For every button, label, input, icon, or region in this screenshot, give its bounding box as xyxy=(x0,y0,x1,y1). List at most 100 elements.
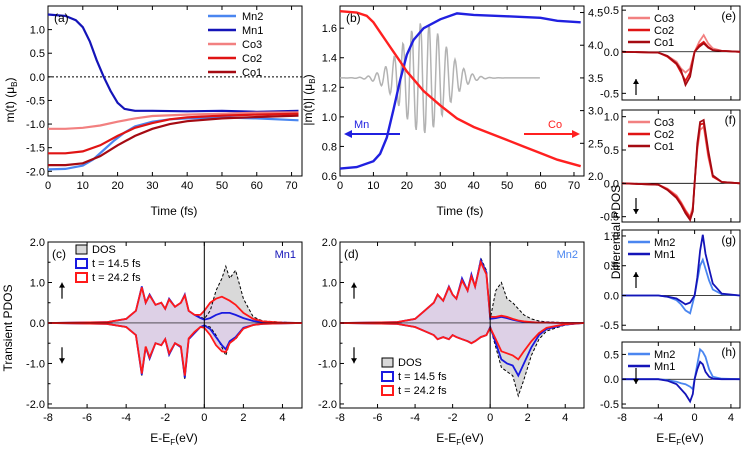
panel-c-ytick-label: 2.0 xyxy=(30,237,45,249)
panel-a-xtick-label: 40 xyxy=(181,180,193,192)
panel-d-ytick-label: -1.0 xyxy=(318,358,337,370)
legend-swatch-2 xyxy=(75,272,88,283)
panel-h-ytick-label: 0.0 xyxy=(604,374,619,386)
annotation-mn: Mn xyxy=(354,119,369,131)
panel-d-xtick-label: 2 xyxy=(525,412,531,424)
panel-b-xtick-label: 0 xyxy=(337,180,343,192)
panel-label-e: (e) xyxy=(721,9,736,23)
panel-d-xtick-label: 0 xyxy=(487,412,493,424)
panel-d-ytick-label: 1.0 xyxy=(322,277,337,289)
panel-c-frame xyxy=(47,241,303,409)
legend-label-2: t = 24.2 fs xyxy=(398,385,447,397)
panel-a-frame xyxy=(47,5,303,177)
panel-b-ytick-label: 0.6 xyxy=(322,171,337,183)
panel-h-xtick-label: 4 xyxy=(728,412,734,424)
panel-c-ytick-label: 1.0 xyxy=(30,277,45,289)
panel-e-ytick-label: 0.5 xyxy=(604,5,619,17)
laser-pulse-line xyxy=(340,23,540,134)
panel-a: 0 10 20 30 40 50 60 70 -2.0 -1.5 -1.0 -0.5 0.0 0.5 1.0… xyxy=(26,5,303,192)
panel-b-ytick-right-label: 3.5 xyxy=(588,73,603,85)
panel-b-xtick-label: 60 xyxy=(534,180,546,192)
pdos-fill-up xyxy=(48,287,302,323)
panel-e-frame xyxy=(621,5,741,101)
panel-c-xtick-label: 0 xyxy=(201,412,207,424)
panel-b-ytick-label: 0.8 xyxy=(322,141,337,153)
spin-up-arrow-head xyxy=(351,282,357,288)
pdos-fill-up xyxy=(340,262,584,323)
legend-label-mn1: Mn1 xyxy=(242,25,263,37)
legend-label-co1: Co1 xyxy=(654,37,674,49)
panel-h-ytick-label: 0.5 xyxy=(604,349,619,361)
panel-b-ytick-label: 1.0 xyxy=(322,112,337,124)
y-label-a: m(t) (μB) xyxy=(3,78,19,123)
panel-b-ytick-right-label: 3.0 xyxy=(588,106,603,118)
legend-label-co3: Co3 xyxy=(242,39,262,51)
legend-label-co3: Co3 xyxy=(654,117,674,129)
legend-label-1: t = 14.5 fs xyxy=(92,258,141,270)
panel-h-frame xyxy=(621,341,741,409)
legend-swatch-2 xyxy=(381,385,394,396)
panel-g-ytick-label: -0.5 xyxy=(600,320,619,332)
legend-label-mn2: Mn2 xyxy=(654,237,675,249)
spin-down-arrow-head xyxy=(633,379,639,384)
panel-b-xtick-label: 70 xyxy=(568,180,580,192)
panel-d-xtick-label: -8 xyxy=(335,412,345,424)
legend-swatch-1 xyxy=(75,258,88,269)
arrow-mn-head xyxy=(344,130,352,138)
panel-b-xtick-label: 10 xyxy=(367,180,379,192)
panel-b-ytick-label: 1.2 xyxy=(322,82,337,94)
panel-d-xtick-label: -4 xyxy=(410,412,420,424)
legend-label-mn1: Mn1 xyxy=(654,249,675,261)
panel-b-xtick-label: 20 xyxy=(401,180,413,192)
panel-c: -8 -6 -4 -2 0 2 4 -2.0 -1.0 0.0 1.0 2.0 (c) Mn1 DOS t =… xyxy=(26,237,303,424)
panel-c-xtick-label: 2 xyxy=(240,412,246,424)
series-t242-up xyxy=(339,259,584,324)
panel-b-ytick-right-label: 2.5 xyxy=(588,138,603,150)
panel-a-xtick-label: 30 xyxy=(146,180,158,192)
series-co1-line xyxy=(621,42,741,88)
panel-d-frame xyxy=(339,241,585,409)
panels: 0 10 20 30 40 50 60 70-2.0-1.5-1.0-0.50.00.51.0… xyxy=(26,5,741,424)
panel-label-c: (c) xyxy=(52,247,66,261)
panel-a-xtick-label: 50 xyxy=(216,180,228,192)
panel-e-ytick-label: -0.5 xyxy=(600,88,619,100)
series-mn1-line xyxy=(47,13,299,113)
panel-c-xtick-label: -6 xyxy=(82,412,92,424)
panel-a-xtick-label: 20 xyxy=(111,180,123,192)
annotation-co: Co xyxy=(548,119,562,131)
panel-a-ytick-label: 0.5 xyxy=(30,48,45,60)
panel-h-xtick-label: -8 xyxy=(617,412,627,424)
pdos-fill-down xyxy=(340,322,584,360)
spin-up-arrow-head xyxy=(59,282,65,288)
panel-label-b: (b) xyxy=(346,11,361,25)
panel-label-f: (f) xyxy=(725,113,736,127)
y-label-b: |m(t)| (μB) xyxy=(301,74,317,125)
spin-up-arrow-head xyxy=(633,79,639,84)
panel-d-xtick-label: 4 xyxy=(562,412,568,424)
legend-swatch-0 xyxy=(381,357,394,368)
panel-c-xtick-label: -4 xyxy=(121,412,131,424)
panel-a-xtick-label: 70 xyxy=(285,180,297,192)
panel-b-ytick-right-label: 4.0 xyxy=(588,40,603,52)
panel-label-g: (g) xyxy=(721,233,736,247)
panel-c-xtick-label: 4 xyxy=(279,412,285,424)
arrow-co-head xyxy=(572,130,580,138)
series-co3-line xyxy=(621,33,741,74)
panel-d-ytick-label: -2.0 xyxy=(318,399,337,411)
x-label-d: E-EF(eV) xyxy=(436,431,484,447)
panel-d: -8 -6 -4 -2 0 2 4 -2.0 -1.0 0.0 1.0 2.0 (d) Mn2 DOS t =… xyxy=(318,237,585,424)
legend-label-mn2: Mn2 xyxy=(654,349,675,361)
legend-label-co1: Co1 xyxy=(654,141,674,153)
panel-label-a: (a) xyxy=(54,11,69,25)
legend-label-co2: Co2 xyxy=(654,25,674,37)
series-co1-line xyxy=(48,114,299,167)
panel-d-ytick-label: 2.0 xyxy=(322,237,337,249)
y-label-pdos: Transient PDOS xyxy=(1,285,15,372)
panel-h-ytick-label: -0.5 xyxy=(600,399,619,411)
panel-d-xtick-label: -6 xyxy=(373,412,383,424)
panel-a-ytick-label: -1.0 xyxy=(26,119,45,131)
x-label-c: E-EF(eV) xyxy=(150,431,198,447)
